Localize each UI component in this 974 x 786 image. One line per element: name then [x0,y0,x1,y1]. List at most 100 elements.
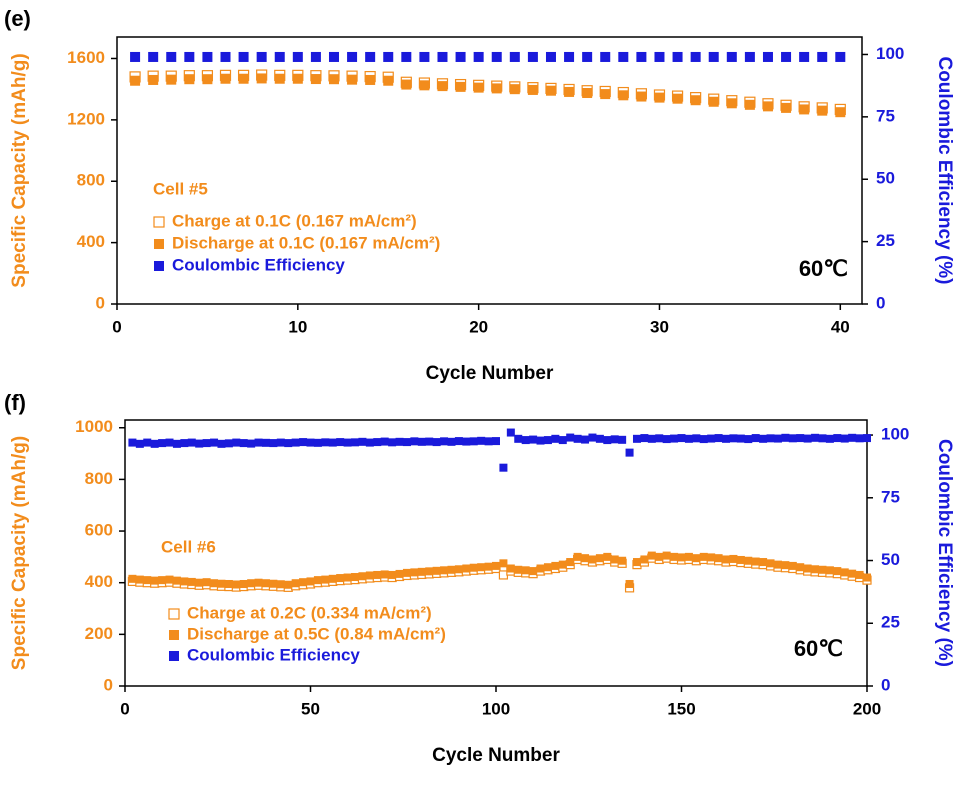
data-point [833,434,842,443]
data-point [692,554,701,563]
data-point [564,51,575,62]
data-point [135,575,144,584]
y-tick-label: 0 [104,675,113,694]
data-point [811,433,820,442]
data-point [417,567,426,576]
data-point [135,439,144,448]
data-point [254,438,263,447]
data-point [662,435,671,444]
data-point [818,565,827,574]
data-point [469,437,478,446]
data-point [799,104,810,115]
data-point [788,561,797,570]
data-point [328,51,339,62]
data-point [187,577,196,586]
data-point [582,88,593,99]
data-point [636,91,647,102]
plot-frame [116,36,863,305]
y2-tick-label: 100 [876,44,904,63]
data-point [401,51,412,62]
data-point [130,51,141,62]
data-point [239,439,248,448]
x-axis-title: Cycle Number [426,363,554,384]
y-axis-title: Specific Capacity (mAh/g) [9,436,30,670]
data-point [564,86,575,97]
data-point [618,90,629,101]
data-point [388,438,397,447]
data-point [195,439,204,448]
data-point [437,51,448,62]
data-point [365,438,374,447]
data-point [799,51,810,62]
data-point [603,436,612,445]
data-point [202,439,211,448]
legend-marker [169,630,179,640]
data-point [425,567,434,576]
data-point [202,578,211,587]
data-point [527,51,538,62]
data-point [640,555,649,564]
data-point [803,564,812,573]
data-point [247,439,256,448]
data-point [454,565,463,574]
data-point [566,433,575,442]
data-point [509,51,520,62]
data-point [736,555,745,564]
legend-label: Coulombic Efficiency [187,645,360,664]
y-tick-label: 800 [77,171,105,190]
data-point [158,576,167,585]
data-point [343,573,352,582]
y2-tick-label: 25 [876,231,895,250]
data-point [773,434,782,443]
data-point [232,580,241,589]
data-point [473,82,484,93]
data-point [239,579,248,588]
data-point [566,558,575,567]
data-point [473,51,484,62]
data-point [744,435,753,444]
y2-tick-label: 50 [876,169,895,188]
data-point [202,51,213,62]
data-point [536,564,545,573]
data-point [835,51,846,62]
data-point [736,434,745,443]
data-point [130,75,141,86]
data-point [625,579,634,588]
legend-label: Discharge at 0.1C (0.167 mA/cm²) [172,233,440,252]
x-tick-label: 100 [482,699,510,718]
data-point [610,555,619,564]
data-point [150,439,159,448]
data-point [440,566,449,575]
data-point [840,434,849,443]
data-point [545,85,556,96]
data-point [726,51,737,62]
x-tick-label: 0 [120,699,129,718]
cell-label: Cell #6 [161,537,216,556]
data-point [232,438,241,447]
data-point [817,105,828,116]
data-point [506,428,515,437]
data-point [343,438,352,447]
data-point [581,435,590,444]
data-point [291,579,300,588]
data-point [521,566,530,575]
data-point [514,434,523,443]
data-point [588,433,597,442]
data-point [148,74,159,85]
data-point [729,554,738,563]
x-axis-title: Cycle Number [432,745,560,766]
data-point [292,73,303,84]
data-point [217,579,226,588]
data-point [581,554,590,563]
data-point [166,51,177,62]
panel-label: (e) [4,6,31,31]
data-point [313,576,322,585]
data-point [640,434,649,443]
data-point [603,552,612,561]
data-point [714,434,723,443]
data-point [313,438,322,447]
data-point [744,51,755,62]
data-point [143,438,152,447]
data-point [292,51,303,62]
legend-label: Charge at 0.1C (0.167 mA/cm²) [172,211,417,230]
